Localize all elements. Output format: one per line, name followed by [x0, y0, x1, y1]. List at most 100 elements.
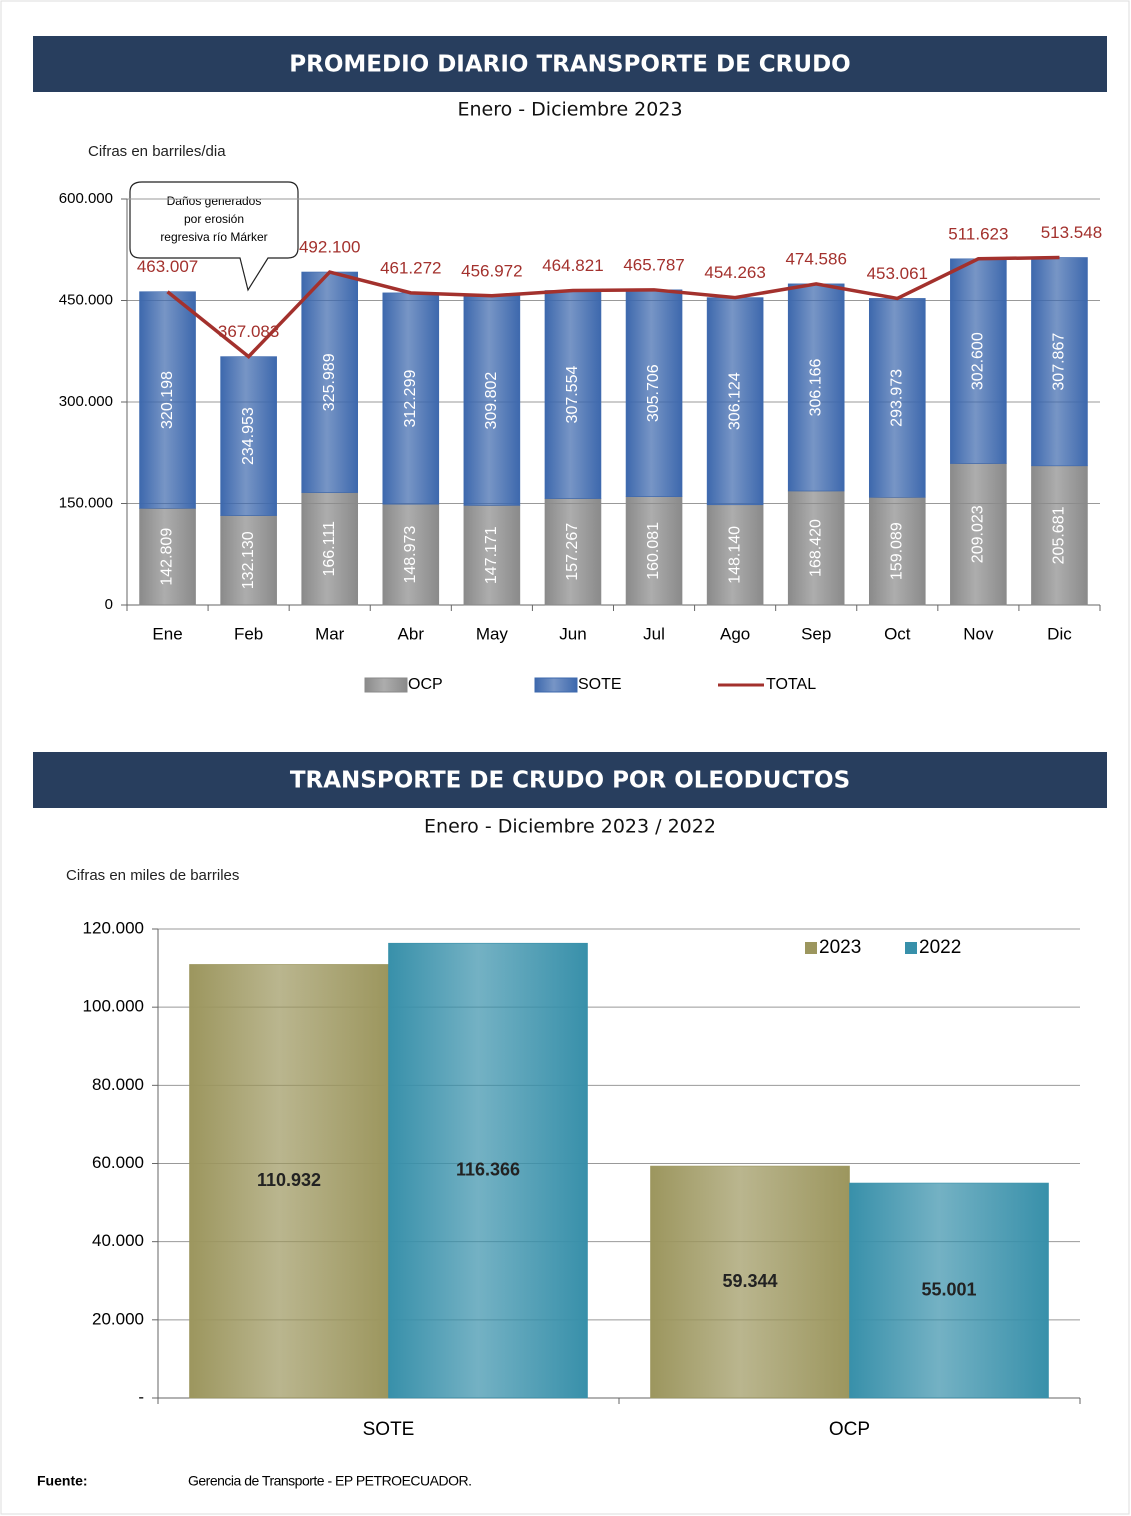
legend-symbol — [805, 942, 817, 954]
value-label: 205.681 — [1051, 506, 1068, 564]
bar — [139, 508, 196, 606]
annotation: Daños generados — [167, 194, 262, 208]
value-label: 309.802 — [483, 372, 500, 430]
x-tick-label: Nov — [963, 624, 994, 643]
value-label: 465.787 — [623, 255, 684, 274]
x-tick-label: SOTE — [363, 1419, 415, 1440]
bar — [625, 496, 683, 606]
value-label: 166.111 — [321, 521, 338, 577]
value-label: 320.198 — [159, 371, 176, 429]
legend-label: TOTAL — [766, 676, 816, 693]
x-tick-label: Jun — [559, 624, 586, 643]
bar — [220, 515, 277, 606]
value-label: 306.166 — [807, 358, 824, 416]
value-label: 168.420 — [807, 519, 824, 577]
bar — [950, 463, 1007, 606]
y-tick-label: 80.000 — [92, 1075, 144, 1094]
chart-title: PROMEDIO DIARIO TRANSPORTE DE CRUDO — [289, 52, 850, 78]
bar — [301, 271, 359, 493]
bar — [1031, 257, 1088, 467]
value-label: 157.267 — [564, 523, 581, 581]
value-label: 148.140 — [726, 526, 743, 584]
y-tick-label: 600.000 — [59, 190, 113, 207]
bar — [650, 1165, 850, 1399]
value-label: 116.366 — [456, 1159, 520, 1179]
value-label: 305.706 — [645, 364, 662, 422]
legend-label: 2023 — [819, 937, 861, 958]
value-label: 492.100 — [299, 237, 360, 256]
x-tick-label: Oct — [884, 624, 911, 643]
value-label: 307.554 — [564, 366, 581, 424]
value-label: 456.972 — [461, 261, 522, 280]
y-tick-label: 40.000 — [92, 1231, 144, 1250]
bar — [787, 283, 845, 492]
legend-symbol — [905, 942, 917, 954]
legend-label: 2022 — [919, 937, 961, 958]
source-text: Gerencia de Transporte - EP PETROECUADOR… — [188, 1473, 471, 1489]
value-label: 463.007 — [137, 257, 198, 276]
y-tick-label: 450.000 — [59, 291, 113, 308]
value-label: 148.973 — [402, 526, 419, 584]
y-tick-label: 120.000 — [83, 918, 144, 937]
chart-subtitle: Enero - Diciembre 2023 / 2022 — [424, 816, 716, 838]
value-label: 325.989 — [321, 353, 338, 411]
value-label: 454.263 — [704, 263, 765, 282]
value-label: 453.061 — [867, 264, 928, 283]
callout — [129, 181, 299, 292]
value-label: 312.299 — [402, 370, 419, 428]
value-label: 461.272 — [380, 258, 441, 277]
y-tick-label: 300.000 — [59, 393, 113, 410]
value-label: 110.932 — [257, 1170, 321, 1190]
legend-label: SOTE — [578, 676, 622, 693]
value-label: 302.600 — [970, 332, 987, 390]
value-label: 234.953 — [240, 407, 257, 465]
value-label: 367.083 — [218, 322, 279, 341]
x-tick-label: Mar — [315, 624, 345, 643]
value-label: 132.130 — [240, 531, 257, 589]
bar — [382, 503, 440, 606]
bar — [463, 295, 521, 506]
bar — [625, 289, 683, 497]
value-label: 293.973 — [889, 369, 906, 427]
y-tick-label: 0 — [105, 596, 113, 613]
legend-symbol — [364, 677, 408, 693]
value-label: 306.124 — [726, 372, 743, 430]
bar — [544, 290, 602, 499]
value-label: 474.586 — [785, 249, 846, 268]
bar — [868, 497, 926, 606]
value-label: 464.821 — [542, 256, 603, 275]
legend-label: OCP — [408, 676, 443, 693]
annotation: regresiva río Márker — [160, 230, 267, 244]
x-tick-label: OCP — [829, 1419, 870, 1440]
x-tick-label: Abr — [398, 624, 425, 643]
x-tick-label: May — [476, 624, 509, 643]
y-tick-label: 60.000 — [92, 1153, 144, 1172]
x-tick-label: Dic — [1047, 624, 1072, 643]
bar — [463, 505, 521, 606]
bar — [787, 490, 845, 606]
y-tick-label: 150.000 — [59, 494, 113, 511]
x-tick-label: Ene — [152, 624, 182, 643]
value-label: 142.809 — [159, 528, 176, 586]
annotation: por erosión — [184, 212, 244, 226]
unit-label: Cifras en miles de barriles — [66, 867, 239, 884]
bar — [868, 298, 926, 498]
bar — [189, 964, 389, 1399]
bar — [849, 1182, 1049, 1399]
chart-subtitle: Enero - Diciembre 2023 — [457, 99, 682, 121]
unit-label: Cifras en barriles/dia — [88, 143, 226, 160]
x-tick-label: Sep — [801, 624, 831, 643]
value-label: 147.171 — [483, 526, 500, 584]
banner — [33, 36, 1107, 92]
value-label: 513.548 — [1041, 223, 1102, 242]
bar — [1031, 465, 1088, 606]
y-tick-label: 20.000 — [92, 1309, 144, 1328]
value-label: 209.023 — [970, 505, 987, 563]
source-label: Fuente: — [37, 1473, 88, 1489]
bar — [301, 492, 359, 606]
banner — [33, 752, 1107, 808]
bar — [388, 942, 588, 1399]
legend-symbol — [534, 677, 578, 693]
